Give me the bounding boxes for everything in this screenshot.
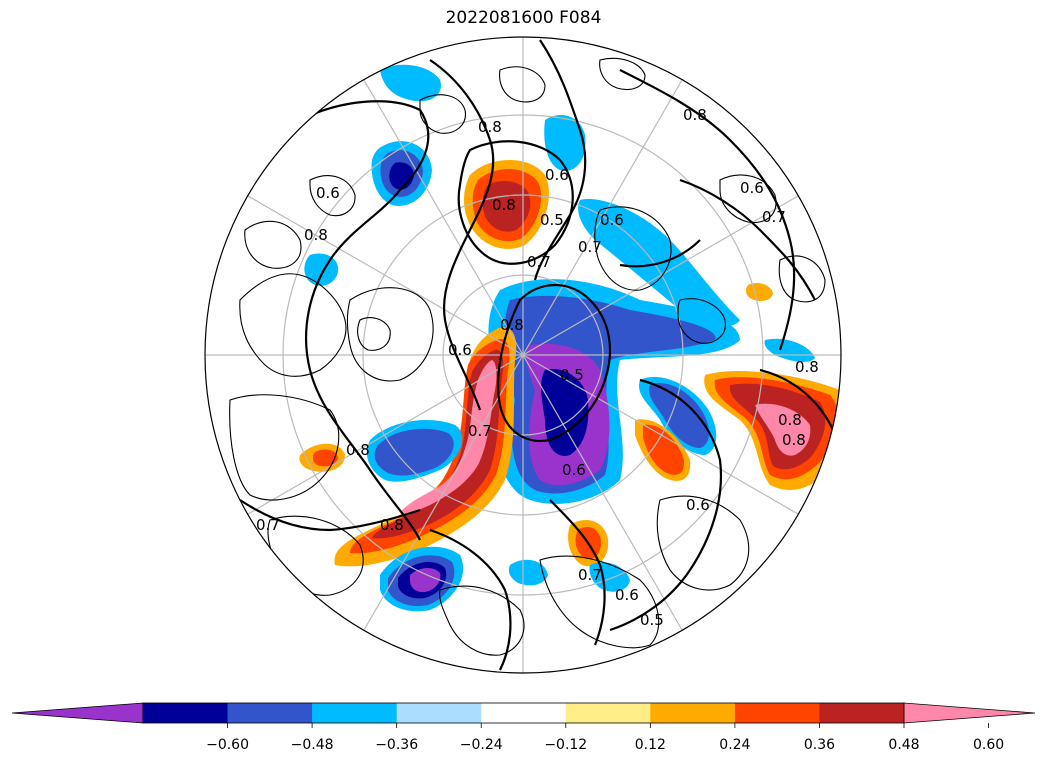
colorbar-bin bbox=[565, 703, 651, 723]
colorbar-tick-label: 0.24 bbox=[719, 737, 750, 753]
contour-label: 0.6 bbox=[562, 461, 586, 479]
contour-label: 0.8 bbox=[778, 411, 802, 429]
contour-label: 0.6 bbox=[600, 211, 624, 229]
contour-label: 0.7 bbox=[256, 516, 280, 534]
map-disk: 0.8 0.8 0.6 0.7 0.6 0.8 0.6 0.5 0.7 0.7 … bbox=[205, 37, 841, 673]
colorbar-bin bbox=[819, 703, 905, 723]
contour-label: 0.6 bbox=[615, 586, 639, 604]
contour-label: 0.7 bbox=[468, 422, 492, 440]
map-title: 2022081600 F084 bbox=[445, 8, 602, 28]
coastlines bbox=[229, 57, 826, 656]
contour-label: 0.8 bbox=[500, 316, 524, 334]
contour-label: 0.6 bbox=[740, 179, 764, 197]
graticule bbox=[205, 37, 841, 673]
colorbar-tick-label: −0.12 bbox=[544, 737, 587, 753]
contour-label: 0.8 bbox=[478, 118, 502, 136]
contour-label: 0.6 bbox=[316, 184, 340, 202]
contour-label: 0.7 bbox=[527, 253, 551, 271]
colorbar-tick-label: 0.60 bbox=[973, 737, 1004, 753]
map-border bbox=[204, 36, 842, 674]
contour-label: 0.8 bbox=[380, 516, 404, 534]
contour-label: 0.8 bbox=[782, 431, 806, 449]
colorbar-frame bbox=[142, 702, 905, 724]
contour-label: 0.6 bbox=[686, 496, 710, 514]
colorbar-tick-label: −0.24 bbox=[460, 737, 503, 753]
colorbar-bin bbox=[650, 703, 736, 723]
colorbar: −0.60 −0.48 −0.36 −0.24 −0.12 0.12 0.24 0.36 0.4… bbox=[11, 702, 1036, 753]
colorbar-tick-label: −0.60 bbox=[206, 737, 249, 753]
colorbar-over-arrow bbox=[903, 702, 1036, 724]
contour-label: 0.6 bbox=[545, 166, 569, 184]
colorbar-bin bbox=[312, 703, 398, 723]
colorbar-bin bbox=[734, 703, 820, 723]
contour-label: 0.8 bbox=[304, 226, 328, 244]
contour-label: 0.5 bbox=[640, 611, 664, 629]
colorbar-bin bbox=[227, 703, 313, 723]
contour-label: 0.6 bbox=[448, 341, 472, 359]
contour-labels: 0.8 0.8 0.6 0.7 0.6 0.8 0.6 0.5 0.7 0.7 … bbox=[256, 106, 819, 629]
colorbar-tick-label: 0.48 bbox=[888, 737, 919, 753]
colorbar-tick-label: −0.36 bbox=[375, 737, 418, 753]
contour-label: 0.8 bbox=[346, 441, 370, 459]
contour-label: 0.7 bbox=[578, 566, 602, 584]
contour-label: 0.8 bbox=[683, 106, 707, 124]
colorbar-bin bbox=[143, 703, 229, 723]
colorbar-bin bbox=[481, 703, 567, 723]
contour-label: 0.8 bbox=[795, 358, 819, 376]
contour-label: 0.7 bbox=[578, 238, 602, 256]
contour-label: 0.5 bbox=[560, 366, 584, 384]
colorbar-tick-label: −0.48 bbox=[291, 737, 334, 753]
colorbar-bin bbox=[396, 703, 482, 723]
anomaly-fields bbox=[299, 64, 841, 612]
contour-label: 0.8 bbox=[492, 196, 516, 214]
colorbar-tick-label: 0.36 bbox=[804, 737, 835, 753]
contour-label: 0.5 bbox=[540, 211, 564, 229]
contour-label: 0.7 bbox=[762, 208, 786, 226]
colorbar-tick-label: 0.12 bbox=[635, 737, 666, 753]
colorbar-under-arrow bbox=[11, 702, 144, 724]
